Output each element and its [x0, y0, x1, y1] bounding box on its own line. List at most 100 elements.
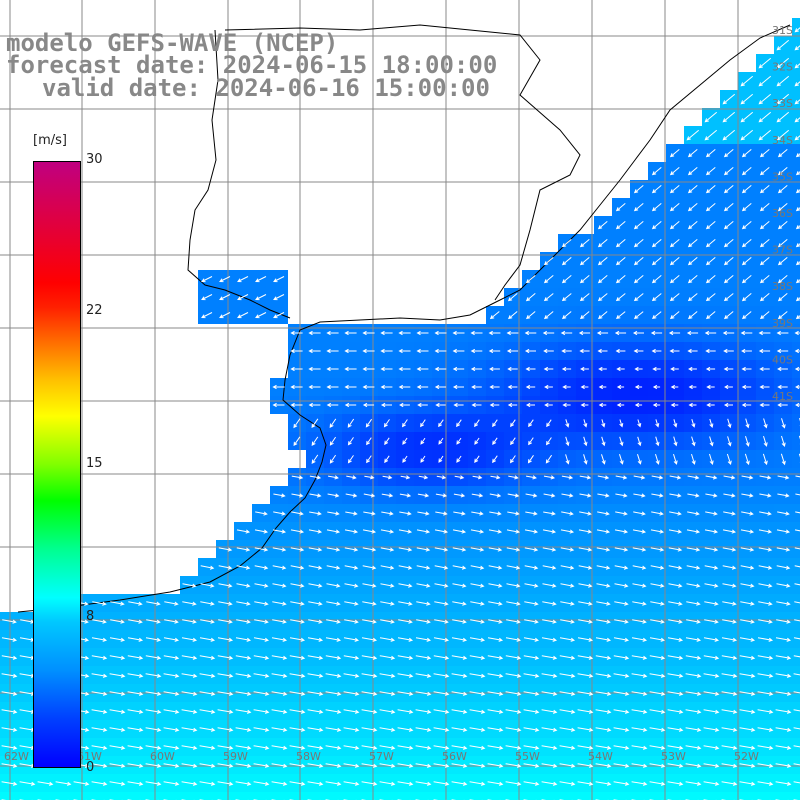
wind-cell [522, 792, 540, 800]
wind-arrow [109, 655, 126, 660]
wind-arrow [505, 637, 522, 642]
wind-arrow [740, 330, 753, 336]
wind-arrow [417, 493, 430, 498]
wind-arrow [795, 189, 800, 194]
wind-arrow [651, 275, 662, 284]
wind-arrow [543, 493, 556, 498]
wind-arrow [723, 167, 734, 176]
wind-arrow [451, 655, 468, 660]
wind-arrow [776, 330, 789, 336]
wind-arrow [308, 619, 323, 624]
wind-arrow [794, 348, 800, 354]
wind-arrows [1, 27, 800, 800]
wind-arrow [255, 312, 267, 319]
wind-arrow [91, 637, 108, 642]
wind-arrow [740, 93, 754, 105]
wind-arrow [416, 348, 429, 354]
wind-arrow [739, 709, 756, 714]
wind-arrow [507, 511, 520, 516]
wind-arrow [633, 311, 644, 320]
wind-arrow [507, 366, 518, 372]
wind-arrow [469, 655, 486, 660]
wind-arrow [381, 493, 394, 498]
wind-cell [792, 54, 800, 72]
wind-arrow [487, 763, 504, 768]
wind-arrow [308, 384, 321, 390]
wind-arrow [199, 781, 216, 786]
wind-cell [666, 792, 684, 800]
wind-arrow [416, 547, 431, 552]
longitude-label: 53W [661, 750, 686, 763]
wind-cell [792, 702, 800, 720]
wind-cell [792, 180, 800, 198]
wind-arrow [271, 745, 288, 750]
wind-arrow [290, 366, 303, 372]
wind-arrow [709, 418, 714, 429]
wind-arrow [775, 763, 792, 768]
wind-arrow [488, 529, 503, 534]
wind-cell [54, 792, 72, 800]
wind-arrow [255, 511, 268, 516]
wind-arrow [634, 384, 643, 390]
wind-arrow [649, 745, 666, 750]
wind-arrow [615, 493, 628, 498]
wind-arrow [235, 763, 252, 768]
wind-arrow [703, 673, 720, 678]
wind-speed-field [0, 18, 800, 800]
wind-arrow [740, 619, 755, 624]
wind-arrow [632, 547, 647, 552]
wind-arrow [398, 384, 411, 390]
wind-arrow [741, 257, 752, 266]
wind-arrow [145, 727, 162, 732]
wind-arrow [794, 135, 800, 141]
wind-arrow [596, 330, 609, 336]
wind-arrow [578, 565, 593, 570]
wind-arrow [507, 293, 518, 302]
wind-arrow [307, 745, 324, 750]
wind-arrow [577, 781, 594, 786]
wind-arrow [776, 57, 790, 69]
wind-arrow [794, 330, 800, 336]
wind-arrow [565, 436, 570, 447]
wind-arrow [759, 402, 770, 408]
wind-arrow [560, 330, 573, 336]
wind-arrow [776, 601, 791, 606]
wind-cell [378, 792, 396, 800]
wind-arrow [777, 366, 788, 372]
wind-arrow [1, 781, 18, 786]
wind-arrow [145, 673, 162, 678]
wind-arrow [795, 511, 800, 514]
wind-arrow [253, 763, 270, 768]
wind-cell [288, 792, 306, 800]
wind-arrow [758, 619, 773, 624]
wind-arrow [237, 312, 249, 319]
wind-arrow [685, 691, 702, 696]
wind-cell [792, 648, 800, 666]
wind-arrow [199, 691, 216, 696]
wind-arrow [492, 419, 498, 428]
wind-arrow [651, 167, 662, 176]
wind-arrow [703, 709, 720, 714]
wind-arrow [417, 402, 428, 408]
wind-arrow [146, 601, 161, 606]
wind-arrow [597, 475, 610, 480]
wind-arrow [109, 637, 126, 642]
wind-arrow [579, 239, 590, 248]
wind-arrow [488, 348, 501, 354]
wind-arrow [673, 453, 678, 465]
wind-arrow [613, 763, 630, 768]
wind-arrow [344, 529, 359, 534]
wind-arrow [634, 366, 643, 372]
wind-arrow [597, 511, 610, 516]
wind-arrow [562, 384, 571, 390]
wind-arrow [416, 366, 429, 372]
wind-arrow [579, 311, 590, 320]
wind-arrow [452, 565, 467, 570]
wind-arrow [615, 293, 626, 302]
wind-arrow [561, 239, 572, 248]
wind-arrow [469, 763, 486, 768]
wind-arrow [452, 348, 465, 354]
wind-arrow [577, 745, 594, 750]
wind-arrow [633, 203, 644, 212]
wind-arrow [362, 529, 377, 534]
